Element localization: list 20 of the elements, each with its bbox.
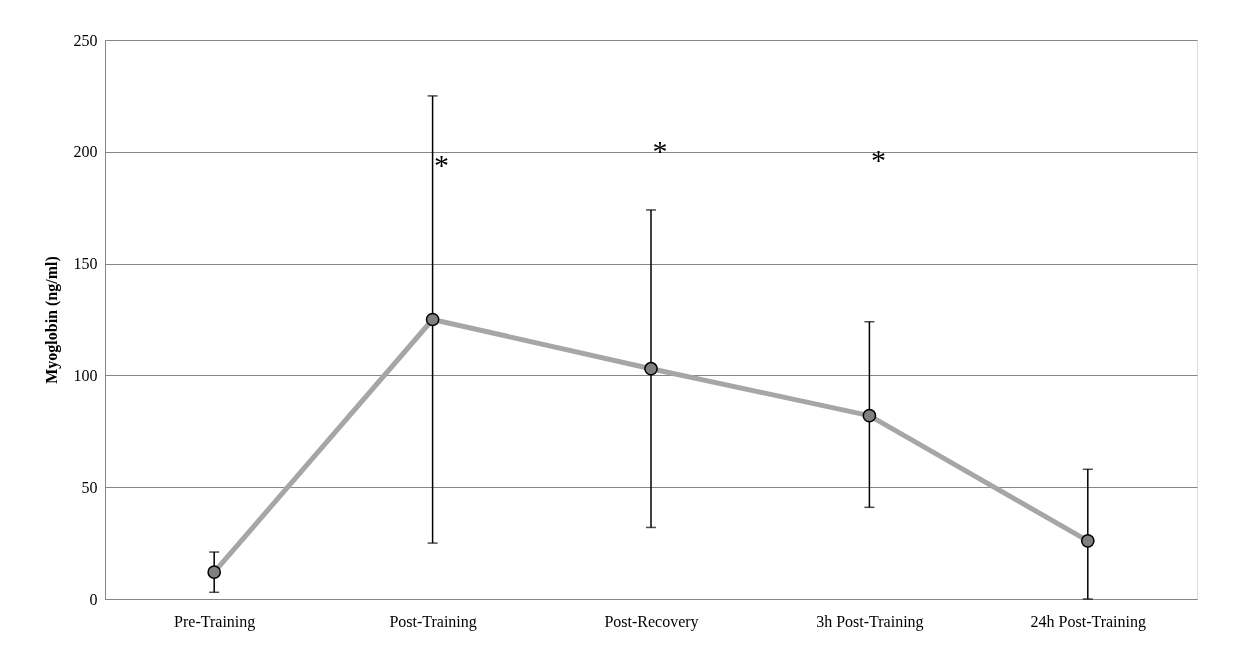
point bbox=[1080, 534, 1095, 548]
point bbox=[862, 408, 877, 423]
y-tick-label: 200 bbox=[73, 143, 98, 161]
annotation: * bbox=[870, 143, 886, 176]
x-tick-label: Post-Recovery bbox=[604, 612, 699, 631]
point bbox=[207, 565, 222, 580]
y-tick-label: 150 bbox=[73, 255, 98, 273]
y-tick-label: 100 bbox=[73, 366, 98, 384]
y-tick-label: 50 bbox=[81, 478, 98, 496]
x-tick-label: 24h Post-Training bbox=[1030, 612, 1147, 631]
y-axis-title: Myoglobin (ng/ml) bbox=[42, 256, 61, 384]
annotation: * bbox=[652, 134, 668, 167]
annotation: * bbox=[434, 148, 450, 181]
point bbox=[644, 361, 658, 376]
point bbox=[425, 312, 440, 327]
x-tick-label: Pre-Training bbox=[174, 612, 256, 631]
x-tick-label: 3h Post-Training bbox=[816, 612, 924, 631]
x-tick-label: Post-Training bbox=[389, 612, 477, 631]
y-tick-label: 250 bbox=[73, 31, 98, 49]
y-tick-label: 0 bbox=[89, 590, 98, 608]
